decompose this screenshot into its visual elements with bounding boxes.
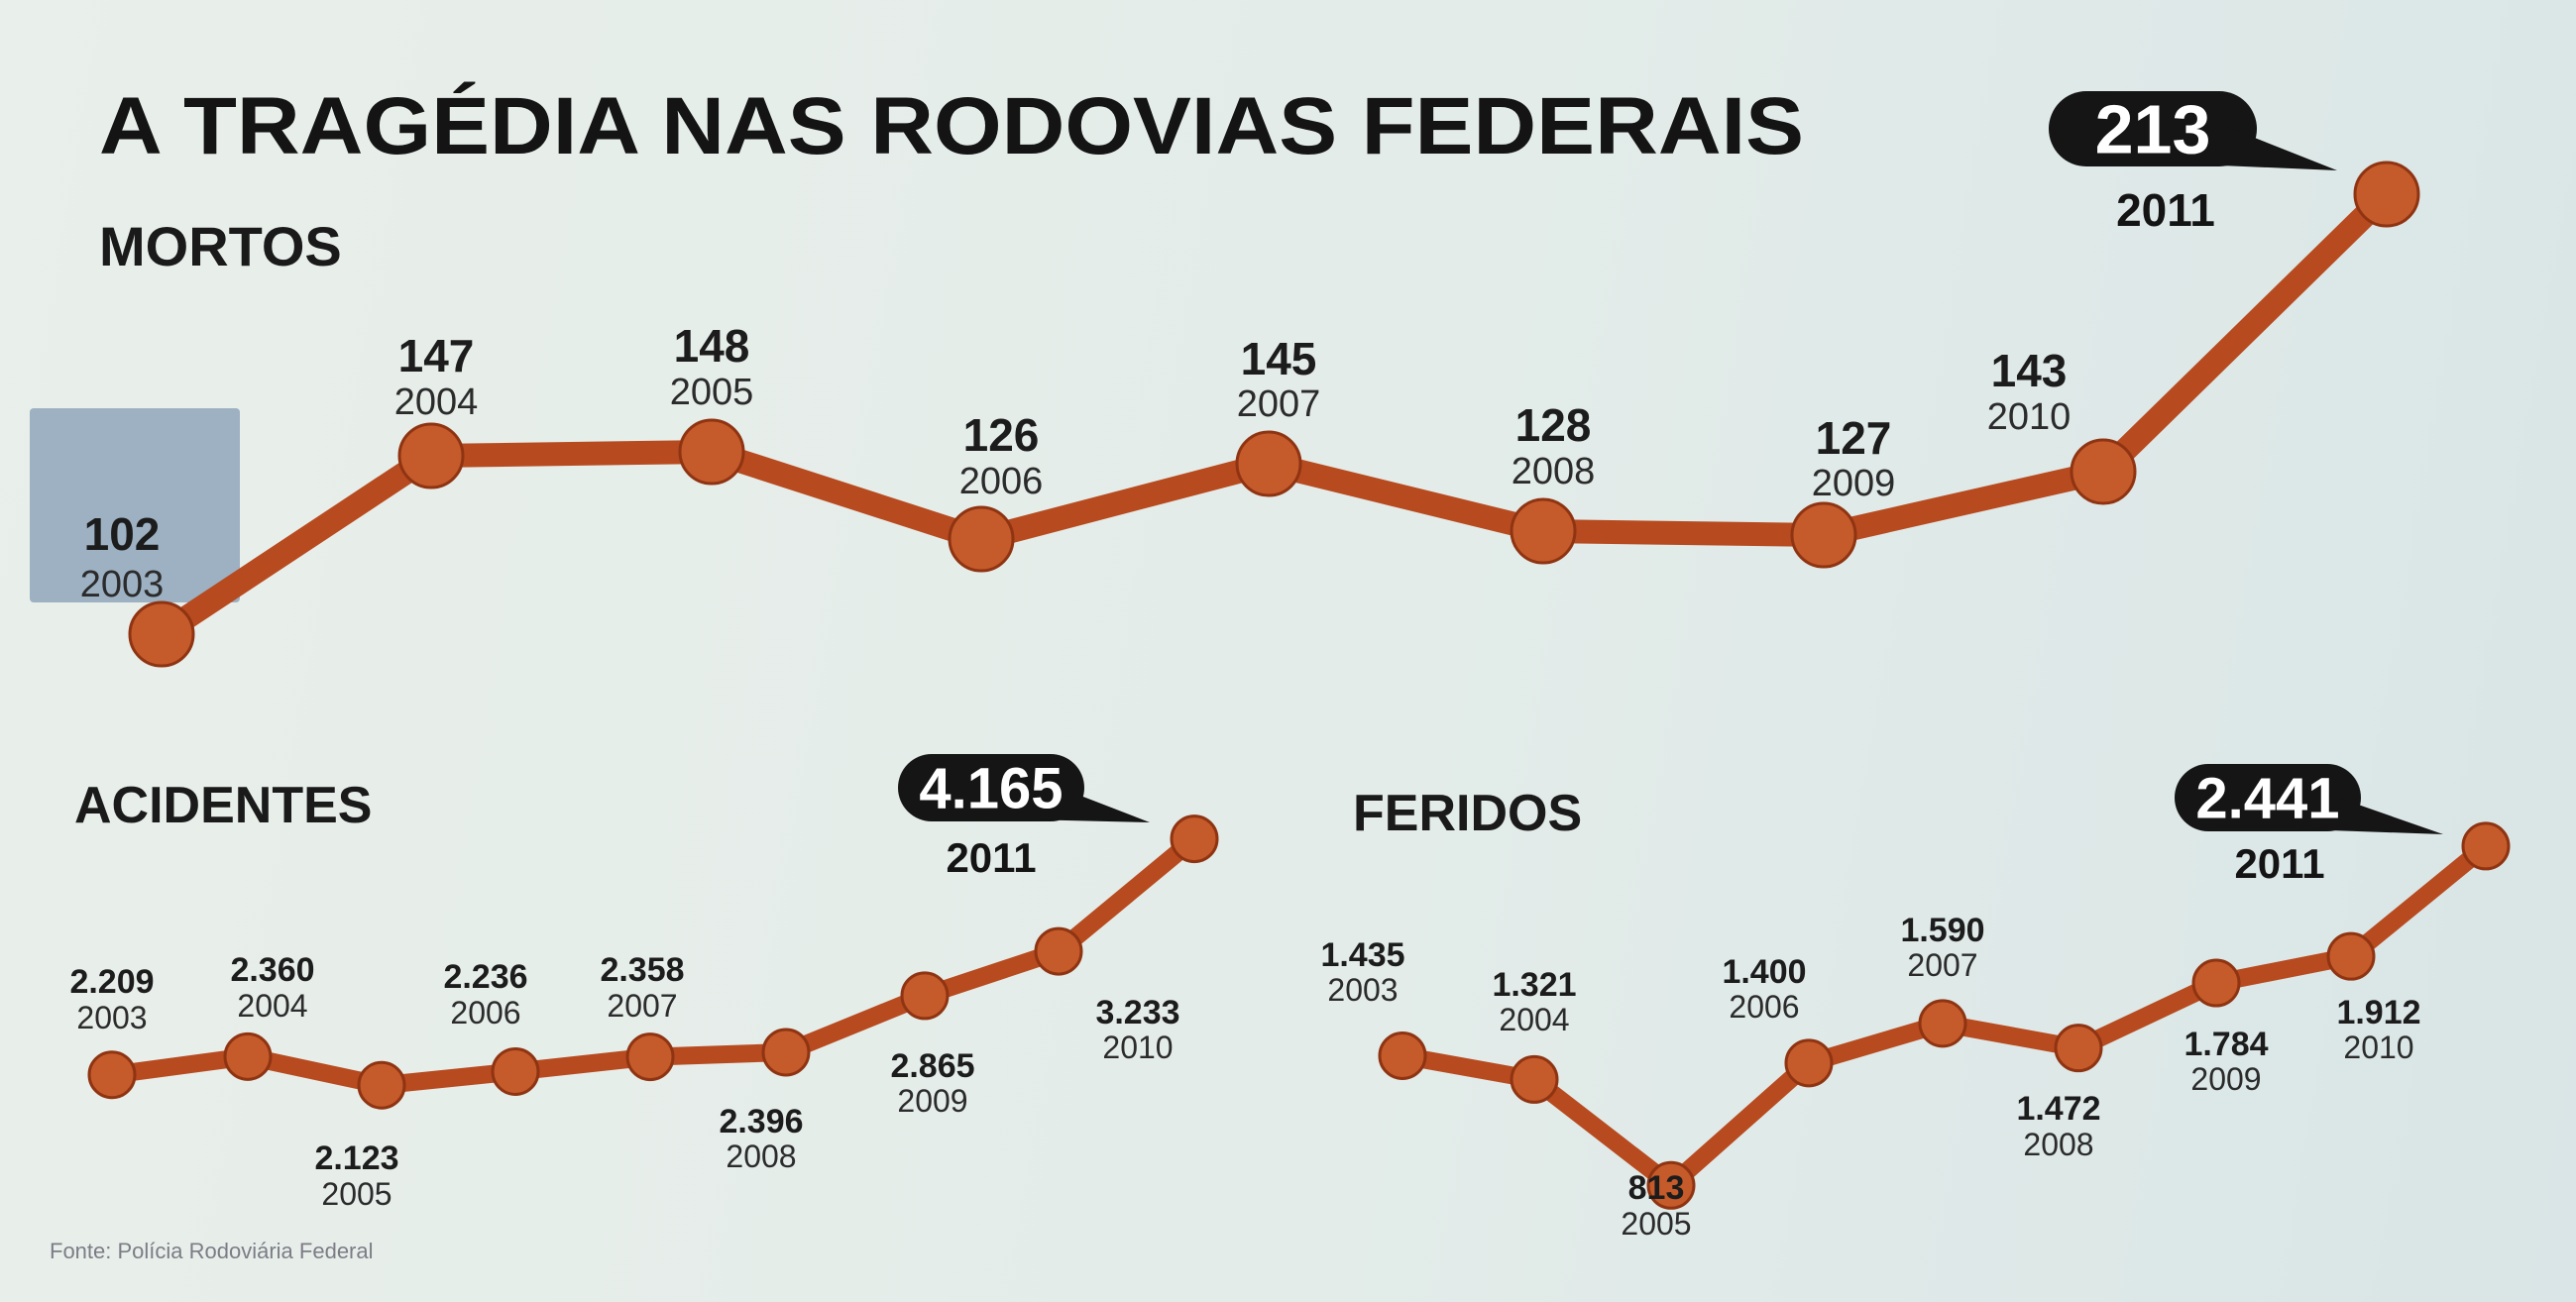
mortos-marker-2007	[1235, 430, 1302, 497]
feridos-year-label-2003: 2003	[1327, 972, 1398, 1008]
feridos-marker-2007	[1918, 999, 1967, 1048]
mortos-value-label-2009: 127	[1816, 412, 1892, 464]
mortos-marker-2004	[397, 422, 465, 489]
feridos-callout-value: 2.441	[2195, 766, 2339, 830]
acidentes-marker-2007	[625, 1032, 675, 1082]
mortos-marker-2005	[678, 418, 745, 486]
acidentes-value-label-2008: 2.396	[719, 1103, 803, 1140]
mortos-year-label-2008: 2008	[1512, 451, 1596, 492]
acidentes-marker-2003	[87, 1050, 137, 1100]
mortos-marker-2011	[2353, 161, 2420, 228]
mortos-year-label-2007: 2007	[1237, 383, 1321, 425]
mortos-year-label-2004: 2004	[394, 381, 479, 423]
acidentes-year-label-2003: 2003	[76, 1000, 147, 1035]
feridos-marker-2009	[2191, 958, 2241, 1008]
feridos-value-label-2006: 1.400	[1722, 953, 1806, 991]
feridos-marker-2011	[2461, 821, 2511, 871]
feridos-value-label-2003: 1.435	[1320, 936, 1404, 974]
feridos-year-label-2009: 2009	[2190, 1061, 2261, 1097]
acidentes-marker-2005	[357, 1060, 406, 1110]
acidentes-marker-2006	[491, 1046, 540, 1096]
acidentes-marker-2010	[1034, 926, 1083, 976]
acidentes-value-label-2005: 2.123	[314, 1139, 398, 1177]
acidentes-marker-2011	[1170, 814, 1219, 864]
acidentes-callout-pointer	[1025, 782, 1150, 822]
acidentes-callout-year: 2011	[946, 834, 1036, 881]
acidentes-value-label-2010: 3.233	[1095, 994, 1179, 1031]
section-title-feridos: FERIDOS	[1353, 785, 1582, 842]
feridos-marker-2004	[1510, 1054, 1559, 1104]
feridos-value-label-2007: 1.590	[1900, 912, 1984, 949]
feridos-value-label-2009: 1.784	[2184, 1026, 2268, 1063]
feridos-marker-2010	[2326, 931, 2376, 981]
feridos-callout-year: 2011	[2234, 840, 2324, 887]
feridos-marker-2006	[1784, 1038, 1834, 1088]
acidentes-year-label-2008: 2008	[726, 1139, 796, 1174]
feridos-year-label-2006: 2006	[1729, 989, 1799, 1025]
mortos-year-label-2006: 2006	[959, 461, 1044, 502]
mortos-callout-pointer	[2197, 123, 2337, 170]
acidentes-marker-2008	[761, 1028, 811, 1077]
mortos-marker-2008	[1510, 497, 1577, 565]
acidentes-value-label-2006: 2.236	[443, 958, 527, 996]
mortos-value-label-2006: 126	[963, 409, 1040, 461]
mortos-marker-2010	[2070, 438, 2137, 505]
feridos-value-label-2005: 813	[1628, 1169, 1685, 1207]
feridos-value-label-2008: 1.472	[2016, 1090, 2100, 1128]
infographic-title: A TRAGÉDIA NAS RODOVIAS FEDERAIS	[99, 81, 1804, 171]
mortos-callout-year: 2011	[2116, 184, 2215, 236]
mortos-marker-2006	[948, 505, 1015, 573]
feridos-year-label-2008: 2008	[2023, 1127, 2093, 1162]
acidentes-year-label-2005: 2005	[321, 1176, 392, 1212]
highlight-box-2003	[30, 408, 240, 602]
mortos-marker-2009	[1790, 501, 1857, 569]
acidentes-year-label-2009: 2009	[897, 1083, 967, 1119]
section-title-mortos: MORTOS	[99, 215, 342, 277]
acidentes-value-label-2004: 2.360	[230, 951, 314, 989]
feridos-year-label-2005: 2005	[1621, 1206, 1691, 1242]
feridos-marker-2008	[2054, 1024, 2103, 1073]
mortos-year-label-2005: 2005	[670, 372, 754, 413]
feridos-year-label-2010: 2010	[2343, 1030, 2413, 1065]
mortos-marker-2003	[128, 600, 195, 668]
mortos-value-label-2005: 148	[674, 320, 750, 372]
feridos-value-label-2004: 1.321	[1492, 966, 1576, 1004]
acidentes-value-label-2007: 2.358	[600, 951, 684, 989]
section-title-acidentes: ACIDENTES	[74, 777, 372, 834]
feridos-year-label-2004: 2004	[1499, 1002, 1569, 1037]
mortos-year-label-2009: 2009	[1812, 463, 1896, 504]
acidentes-year-label-2004: 2004	[237, 988, 307, 1024]
mortos-value-label-2003: 102	[84, 508, 161, 560]
acidentes-marker-2004	[223, 1031, 273, 1081]
mortos-callout-value: 213	[2095, 91, 2211, 168]
feridos-value-label-2010: 1.912	[2336, 994, 2420, 1031]
source-note: Fonte: Polícia Rodoviária Federal	[50, 1239, 374, 1263]
acidentes-marker-2009	[900, 971, 950, 1021]
feridos-marker-2005	[1646, 1160, 1696, 1210]
acidentes-year-label-2007: 2007	[607, 988, 677, 1024]
mortos-year-label-2010: 2010	[1987, 396, 2072, 438]
feridos-year-label-2007: 2007	[1907, 947, 1977, 983]
mortos-value-label-2007: 145	[1241, 333, 1317, 384]
acidentes-value-label-2003: 2.209	[69, 963, 154, 1001]
mortos-year-label-2003: 2003	[80, 564, 165, 605]
acidentes-year-label-2006: 2006	[450, 995, 520, 1031]
mortos-value-label-2010: 143	[1991, 345, 2068, 396]
mortos-value-label-2004: 147	[398, 330, 475, 381]
feridos-marker-2003	[1378, 1031, 1427, 1080]
acidentes-callout-value: 4.165	[919, 756, 1063, 820]
mortos-value-label-2008: 128	[1515, 399, 1592, 451]
acidentes-year-label-2010: 2010	[1102, 1030, 1173, 1065]
feridos-callout-pointer	[2301, 792, 2443, 834]
acidentes-value-label-2009: 2.865	[890, 1047, 974, 1085]
mortos-callout-bubble	[2049, 91, 2257, 166]
